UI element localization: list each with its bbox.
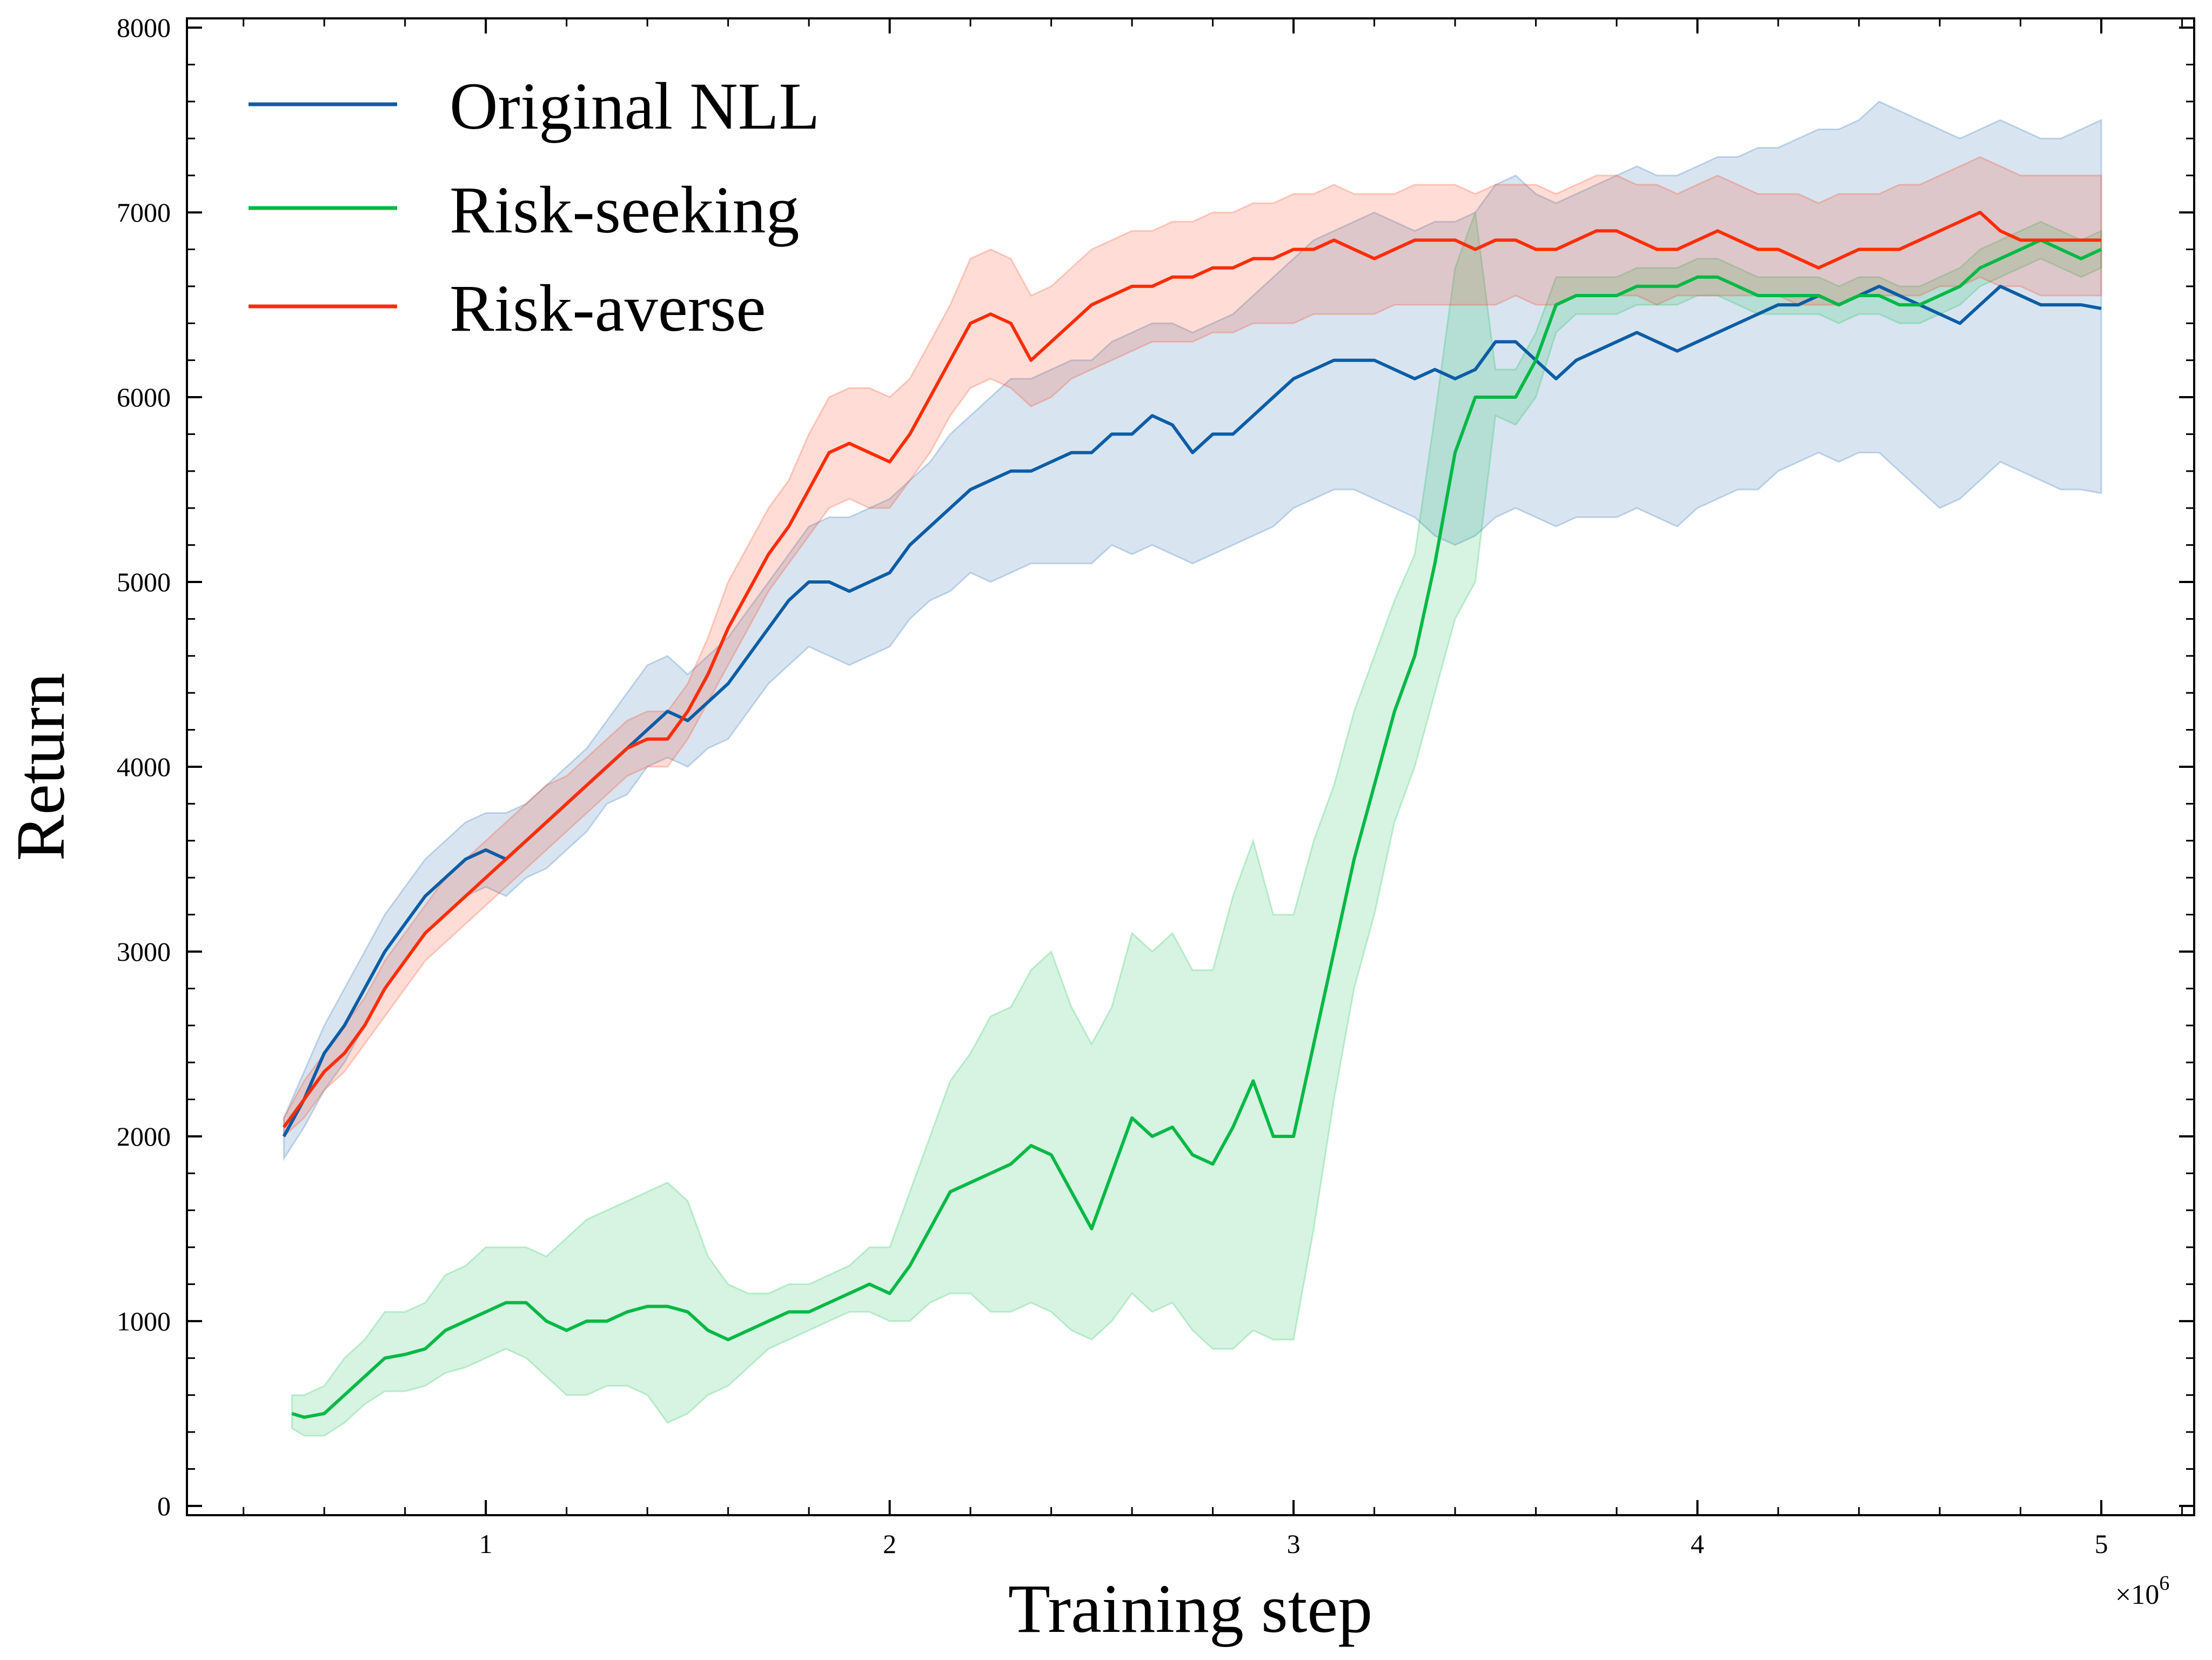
x-tick-label: 3 xyxy=(1287,1529,1301,1559)
y-tick-label: 8000 xyxy=(117,12,171,43)
x-offset-base: ×10 xyxy=(2115,1579,2159,1610)
y-tick-label: 5000 xyxy=(117,567,171,597)
series-lines xyxy=(282,211,2102,1419)
band-risk-seeking xyxy=(291,212,2102,1437)
y-tick-label: 3000 xyxy=(117,936,171,967)
x-offset-label: ×106 xyxy=(2115,1572,2169,1610)
legend-label-risk-seeking: Risk-seeking xyxy=(450,173,800,247)
x-tick-label: 1 xyxy=(479,1529,493,1559)
x-tick-label: 4 xyxy=(1691,1529,1704,1559)
y-tick-label: 4000 xyxy=(117,752,171,782)
y-tick-label: 6000 xyxy=(117,382,171,412)
y-tick-label: 1000 xyxy=(117,1306,171,1336)
x-tick-label: 5 xyxy=(2095,1529,2108,1559)
y-tick-label: 2000 xyxy=(117,1121,171,1152)
y-tick-label: 0 xyxy=(157,1491,171,1521)
y-axis-label: Return xyxy=(2,673,79,861)
band-risk-averse xyxy=(283,156,2102,1139)
band-original-nll xyxy=(283,101,2102,1162)
legend-label-risk-averse: Risk-averse xyxy=(450,271,766,345)
x-axis-ticks: 1 2 3 4 5 xyxy=(243,18,2183,1559)
y-axis-ticks: 0 1000 2000 3000 4000 5000 6000 7000 8000 xyxy=(117,12,2194,1521)
legend-label-original-nll: Original NLL xyxy=(450,69,820,143)
legend: Original NLL Risk-seeking Risk-averse xyxy=(249,69,820,345)
x-tick-label: 2 xyxy=(883,1529,896,1559)
x-axis-label: Training step xyxy=(1008,1570,1372,1647)
line-risk-seeking xyxy=(291,238,2102,1419)
line-risk-averse xyxy=(282,211,2102,1128)
confidence-bands xyxy=(283,101,2102,1437)
x-offset-exponent: 6 xyxy=(2159,1572,2169,1595)
y-tick-label: 7000 xyxy=(117,197,171,227)
